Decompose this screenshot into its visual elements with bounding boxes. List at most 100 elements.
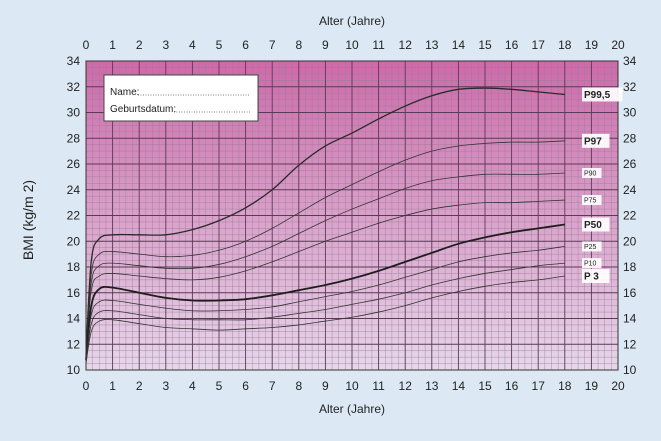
percentile-label-box — [582, 133, 610, 148]
x-tick-label-top: 16 — [505, 38, 519, 52]
x-tick-label-bottom: 5 — [216, 379, 223, 393]
y-tick-label-right: 30 — [623, 106, 637, 120]
x-axis-title-bottom: Alter (Jahre) — [319, 402, 385, 416]
percentile-label-p97: P97 — [582, 133, 610, 148]
percentile-line-p97 — [85, 140, 565, 356]
y-tick-label-right: 28 — [623, 131, 637, 145]
x-tick-label-bottom: 4 — [189, 379, 196, 393]
percentile-label-text: P 3 — [584, 272, 599, 283]
y-tick-label-right: 12 — [623, 337, 637, 351]
plot-frame — [85, 60, 619, 371]
x-tick-label-bottom: 0 — [83, 379, 90, 393]
percentile-label-p50: P50 — [582, 217, 610, 232]
percentile-label-box — [582, 269, 610, 284]
x-axis-title-top: Alter (Jahre) — [319, 14, 385, 28]
x-tick-label-top: 18 — [558, 38, 572, 52]
y-tick-label-right: 32 — [623, 80, 637, 94]
x-tick-label-top: 20 — [611, 38, 625, 52]
x-tick-label-top: 9 — [322, 38, 329, 52]
percentile-label-text: P50 — [584, 220, 602, 231]
percentile-label-text: P10 — [584, 261, 597, 268]
x-tick-label-bottom: 13 — [425, 379, 439, 393]
y-tick-label-left: 10 — [67, 363, 81, 377]
y-tick-label-left: 16 — [67, 286, 81, 300]
percentile-line-p99-5 — [85, 87, 565, 355]
x-tick-label-top: 10 — [345, 38, 359, 52]
y-tick-label-right: 26 — [623, 157, 637, 171]
patient-info-box: Name: Geburtsdatum: — [103, 74, 259, 122]
y-tick-label-left: 30 — [67, 106, 81, 120]
percentile-label-text: P25 — [584, 244, 597, 251]
y-tick-label-right: 24 — [623, 183, 637, 197]
x-tick-label-top: 6 — [242, 38, 249, 52]
x-tick-label-top: 13 — [425, 38, 439, 52]
x-tick-label-bottom: 3 — [162, 379, 169, 393]
x-tick-label-bottom: 18 — [558, 379, 572, 393]
percentile-label-text: P90 — [584, 171, 597, 178]
y-tick-label-left: 32 — [67, 80, 81, 94]
y-tick-label-right: 18 — [623, 260, 637, 274]
x-tick-label-top: 0 — [83, 38, 90, 52]
percentile-label-text: P75 — [584, 198, 597, 205]
tick-labels: 0011223344556677889910101111121213131414… — [67, 38, 637, 393]
x-tick-label-top: 12 — [399, 38, 413, 52]
y-tick-label-left: 12 — [67, 337, 81, 351]
y-tick-label-right: 34 — [623, 54, 637, 68]
x-tick-label-bottom: 15 — [478, 379, 492, 393]
x-tick-label-bottom: 9 — [322, 379, 329, 393]
x-tick-label-top: 7 — [269, 38, 276, 52]
percentile-label-box — [582, 258, 602, 269]
y-tick-label-right: 16 — [623, 286, 637, 300]
y-tick-label-left: 20 — [67, 234, 81, 248]
percentile-label-p75: P75 — [582, 195, 602, 206]
x-tick-label-bottom: 8 — [295, 379, 302, 393]
y-tick-label-left: 28 — [67, 131, 81, 145]
birthdate-label: Geburtsdatum: — [110, 104, 176, 115]
percentile-line-p75 — [85, 199, 565, 359]
y-tick-label-left: 26 — [67, 157, 81, 171]
percentile-labels: P99,5 P97 P90 P75 P50 P25 P10 P 3 — [582, 87, 623, 284]
percentile-label-p10: P10 — [582, 258, 602, 269]
x-tick-label-top: 2 — [136, 38, 143, 52]
x-tick-label-bottom: 10 — [345, 379, 359, 393]
x-tick-label-top: 17 — [532, 38, 546, 52]
x-tick-label-top: 14 — [452, 38, 466, 52]
percentile-label-box — [582, 241, 602, 252]
percentile-label-box — [582, 87, 623, 102]
percentile-line-p-3 — [85, 275, 565, 364]
x-tick-label-bottom: 6 — [242, 379, 249, 393]
x-tick-label-bottom: 14 — [452, 379, 466, 393]
y-tick-label-right: 10 — [623, 363, 637, 377]
percentile-label-p99-5: P99,5 — [582, 87, 623, 102]
y-tick-label-right: 20 — [623, 234, 637, 248]
x-tick-label-top: 11 — [372, 38, 385, 52]
percentile-label-box — [582, 195, 602, 206]
y-tick-label-left: 22 — [67, 209, 81, 223]
x-tick-label-bottom: 12 — [399, 379, 413, 393]
y-tick-label-left: 24 — [67, 183, 81, 197]
x-tick-label-bottom: 20 — [611, 379, 625, 393]
x-tick-label-top: 15 — [478, 38, 492, 52]
series-layer — [85, 87, 565, 364]
x-tick-label-top: 19 — [585, 38, 599, 52]
x-tick-label-bottom: 17 — [532, 379, 546, 393]
x-tick-label-top: 3 — [162, 38, 169, 52]
y-tick-label-left: 18 — [67, 260, 81, 274]
percentile-label-text: P99,5 — [584, 90, 611, 101]
percentile-label-text: P97 — [584, 136, 602, 147]
y-tick-label-left: 14 — [67, 312, 81, 326]
percentile-label-p25: P25 — [582, 241, 602, 252]
percentile-line-p25 — [85, 246, 565, 362]
percentile-line-p50 — [85, 223, 565, 360]
y-tick-label-right: 14 — [623, 312, 637, 326]
percentile-label-box — [582, 217, 610, 232]
y-tick-label-left: 34 — [67, 54, 81, 68]
x-tick-label-bottom: 2 — [136, 379, 143, 393]
percentile-line-p10 — [85, 262, 565, 363]
percentile-label-p-3: P 3 — [582, 269, 610, 284]
x-tick-label-bottom: 11 — [372, 379, 385, 393]
x-tick-label-bottom: 1 — [109, 379, 116, 393]
percentile-label-p90: P90 — [582, 168, 602, 179]
